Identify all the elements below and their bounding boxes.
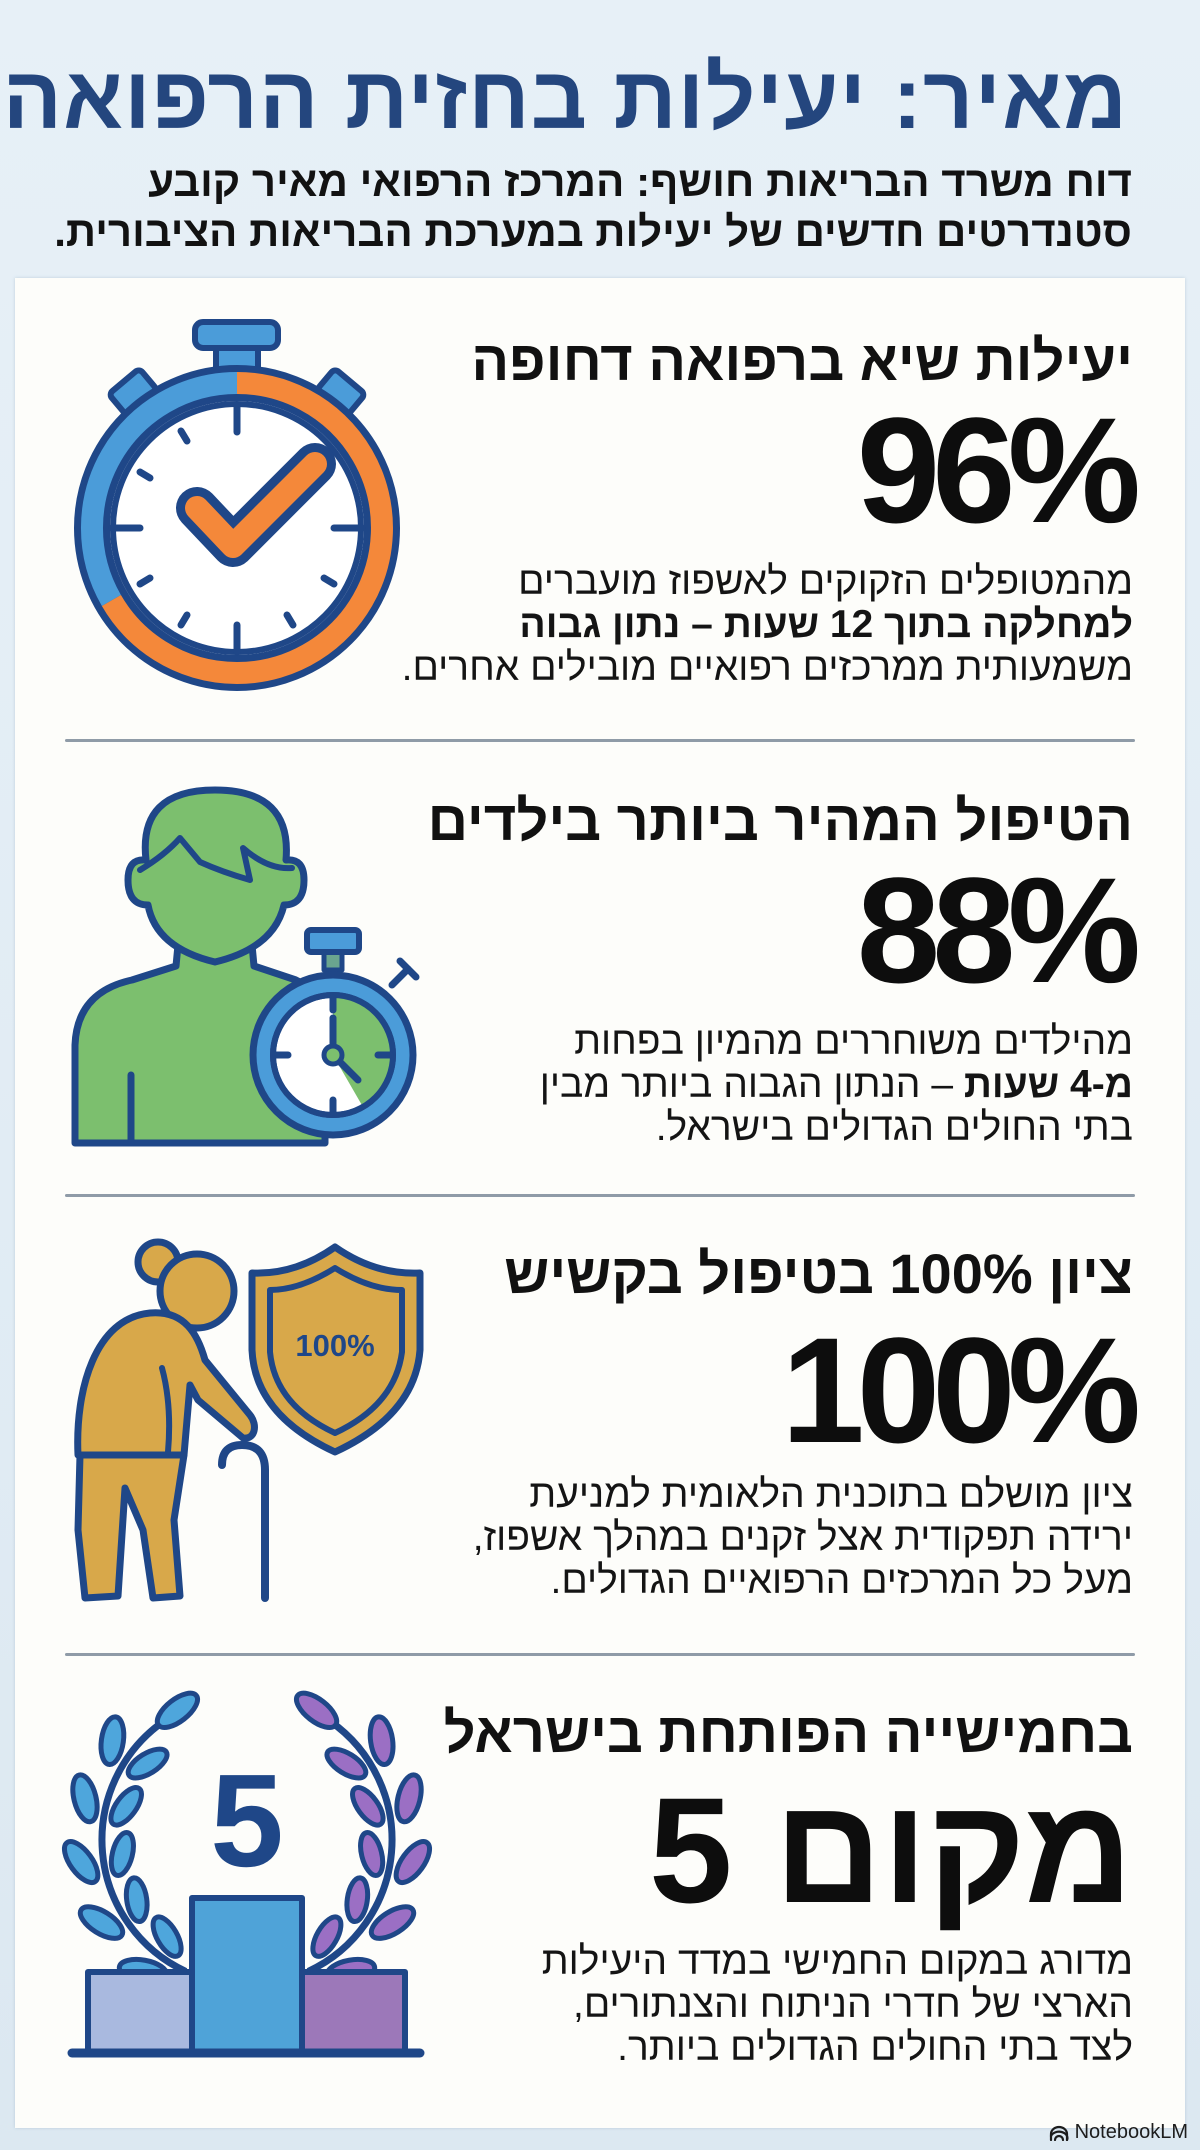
section-description: ציון מושלם בתוכנית הלאומית למניעת ירידה … xyxy=(473,1473,1133,1602)
elderly-person-shield-icon: 100% xyxy=(74,1238,424,1602)
description-line: בתי החולים הגדולים בישראל. xyxy=(540,1106,1133,1149)
description-line: מהמטופלים הזקוקים לאשפוז מועברים xyxy=(402,560,1133,603)
section-heading: יעילות שיא ברפואה דחופה xyxy=(471,329,1133,392)
section-stat: 88% xyxy=(856,846,1141,1014)
laurel-left xyxy=(56,1690,203,2003)
stopwatch-check-icon xyxy=(74,319,400,691)
description-line: משמעותית ממרכזים רפואיים מובילים אחרים. xyxy=(402,646,1133,689)
section-divider xyxy=(65,1653,1135,1656)
brand-watermark: NotebookLM xyxy=(1049,2121,1188,2144)
child-stopwatch-icon xyxy=(71,786,420,1147)
description-line: לצד בתי החולים הגדולים ביותר. xyxy=(542,2026,1133,2069)
description-line: ציון מושלם בתוכנית הלאומית למניעת xyxy=(473,1473,1133,1516)
description-text: הארצי של חדרי הניתוח והצנתורים, xyxy=(573,1983,1133,2026)
description-text: מהמטופלים הזקוקים לאשפוז מועברים xyxy=(518,560,1133,603)
description-text: – הנתון הגבוה ביותר מבין xyxy=(539,1063,964,1106)
subtitle-line: סטנדרטים חדשים של יעילות במערכת הבריאות … xyxy=(54,208,1132,255)
notebooklm-logo-icon xyxy=(1049,2125,1069,2141)
description-text: מעל כל המרכזים הרפואיים הגדולים. xyxy=(550,1559,1133,1602)
section-stat: מקום 5 xyxy=(649,1766,1133,1934)
section-heading: הטיפול המהיר ביותר בילדים xyxy=(427,789,1133,852)
description-line: למחלקה בתוך 12 שעות – נתון גבוה xyxy=(402,603,1133,646)
section-description: מדורג במקום החמישי במדד היעילות הארצי של… xyxy=(542,1940,1133,2069)
section-divider xyxy=(65,739,1135,742)
description-text-bold: למחלקה בתוך 12 שעות – נתון גבוה xyxy=(519,603,1133,646)
section-heading: ציון 100% בטיפול בקשיש xyxy=(504,1242,1133,1305)
section-description: מהמטופלים הזקוקים לאשפוז מועברים למחלקה … xyxy=(402,560,1133,689)
description-line: מ-4 שעות – הנתון הגבוה ביותר מבין xyxy=(540,1063,1133,1106)
description-text-bold: מ-4 שעות xyxy=(963,1063,1133,1106)
rank-number: 5 xyxy=(210,1747,283,1894)
section-description: מהילדים משוחררים מהמיון בפחות מ-4 שעות –… xyxy=(540,1020,1133,1149)
brand-name: NotebookLM xyxy=(1074,2121,1188,2143)
description-text: בתי החולים הגדולים בישראל. xyxy=(655,1106,1133,1149)
description-text: מדורג במקום החמישי במדד היעילות xyxy=(541,1940,1133,1983)
description-line: מעל כל המרכזים הרפואיים הגדולים. xyxy=(473,1559,1133,1602)
description-line: מהילדים משוחררים מהמיון בפחות xyxy=(540,1020,1133,1063)
section-stat: 96% xyxy=(856,386,1141,554)
section-divider xyxy=(65,1194,1135,1197)
laurel-right xyxy=(291,1690,438,2003)
description-text: משמעותית ממרכזים רפואיים מובילים אחרים. xyxy=(401,646,1133,689)
description-line: ירידה תפקודית אצל זקנים במהלך אשפוז, xyxy=(473,1516,1133,1559)
page-title: מאיר: יעילות בחזית הרפואה xyxy=(2,48,1128,147)
description-line: מדורג במקום החמישי במדד היעילות xyxy=(542,1940,1133,1983)
description-text: ציון מושלם בתוכנית הלאומית למניעת xyxy=(529,1473,1133,1516)
shield-label: 100% xyxy=(295,1328,374,1363)
laurel-podium-icon: 5 xyxy=(60,1690,440,2058)
description-text: ירידה תפקודית אצל זקנים במהלך אשפוז, xyxy=(472,1516,1133,1559)
section-stat: 100% xyxy=(781,1306,1141,1474)
section-heading: בחמישייה הפותחת בישראל xyxy=(443,1701,1133,1764)
subtitle-line: דוח משרד הבריאות חושף: המרכז הרפואי מאיר… xyxy=(148,158,1132,205)
page-subtitle: דוח משרד הבריאות חושף: המרכז הרפואי מאיר… xyxy=(54,157,1132,257)
description-text: מהילדים משוחררים מהמיון בפחות xyxy=(574,1020,1133,1063)
description-line: הארצי של חדרי הניתוח והצנתורים, xyxy=(542,1983,1133,2026)
description-text: לצד בתי החולים הגדולים ביותר. xyxy=(617,2026,1133,2069)
